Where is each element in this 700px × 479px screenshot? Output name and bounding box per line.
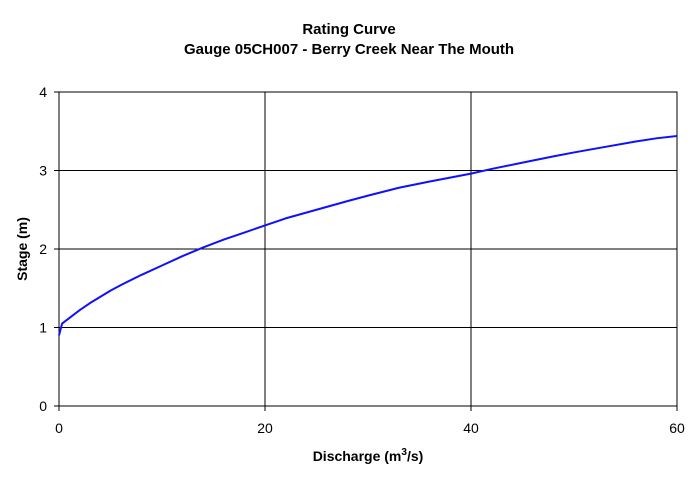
tick-labels: 0 20 40 60 0 1 2 3 4 xyxy=(39,84,685,436)
chart-title: Rating Curve xyxy=(302,21,395,38)
x-axis-label-sup: 3 xyxy=(401,447,407,458)
x-tick-label: 20 xyxy=(257,420,273,436)
y-tick-label: 0 xyxy=(39,398,47,414)
x-tick-label: 0 xyxy=(55,420,63,436)
x-axis-label-pre: Discharge (m xyxy=(313,448,402,464)
y-tick-label: 1 xyxy=(39,320,47,336)
gridlines xyxy=(59,92,677,406)
x-tick-label: 60 xyxy=(669,420,685,436)
series-layer xyxy=(58,134,678,336)
x-axis-label-post: /s) xyxy=(407,448,423,464)
y-tick-label: 3 xyxy=(39,163,47,179)
chart-subtitle: Gauge 05CH007 - Berry Creek Near The Mou… xyxy=(184,41,514,58)
y-axis-label: Stage (m) xyxy=(14,217,30,281)
rating-curve-line xyxy=(58,134,678,336)
x-axis-label: Discharge (m3/s) xyxy=(313,447,424,464)
x-tick-label: 40 xyxy=(463,420,479,436)
y-tick-label: 4 xyxy=(39,84,47,100)
y-tick-label: 2 xyxy=(39,241,47,257)
